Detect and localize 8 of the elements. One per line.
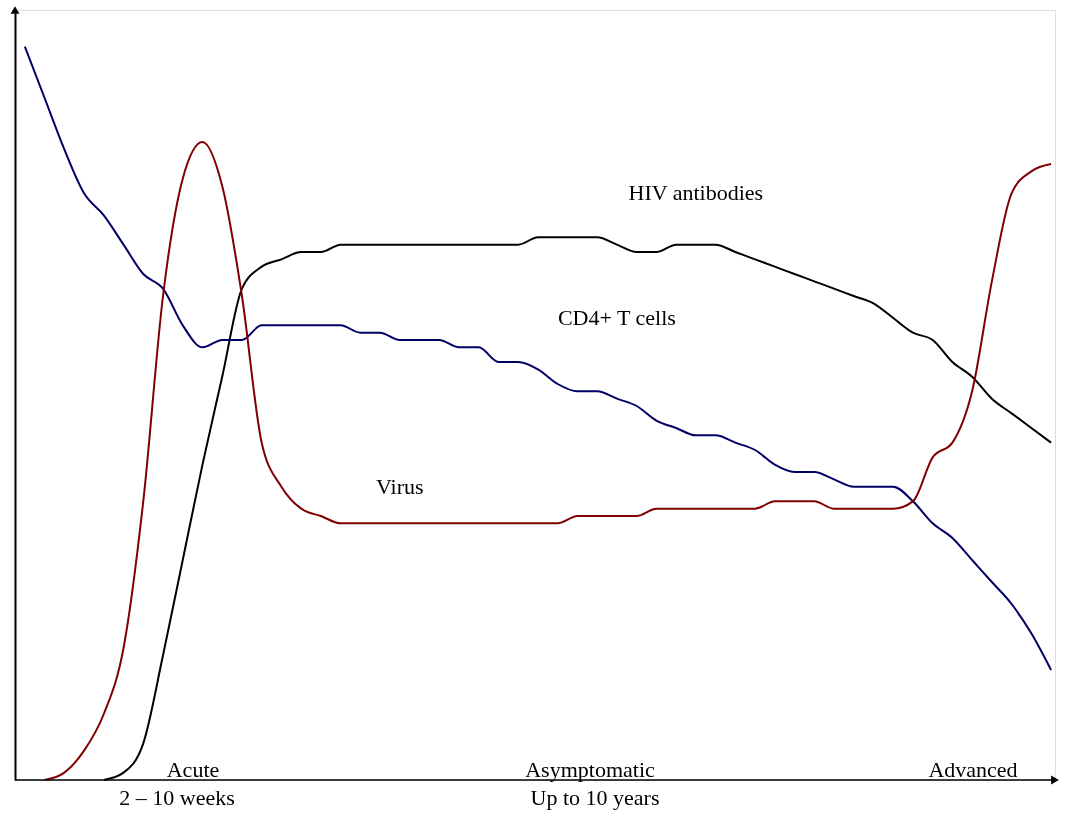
- annotation: Advanced: [928, 757, 1018, 782]
- text: 2 – 10 weeks: [119, 785, 235, 810]
- annotation: Acute: [166, 757, 220, 782]
- text: Up to 10 years: [530, 785, 660, 810]
- annotation: Asymptomatic: [525, 757, 655, 782]
- series-label: Virus: [376, 473, 424, 499]
- text: CD4+ T cells: [557, 305, 676, 330]
- series-label: HIV antibodies: [628, 180, 764, 206]
